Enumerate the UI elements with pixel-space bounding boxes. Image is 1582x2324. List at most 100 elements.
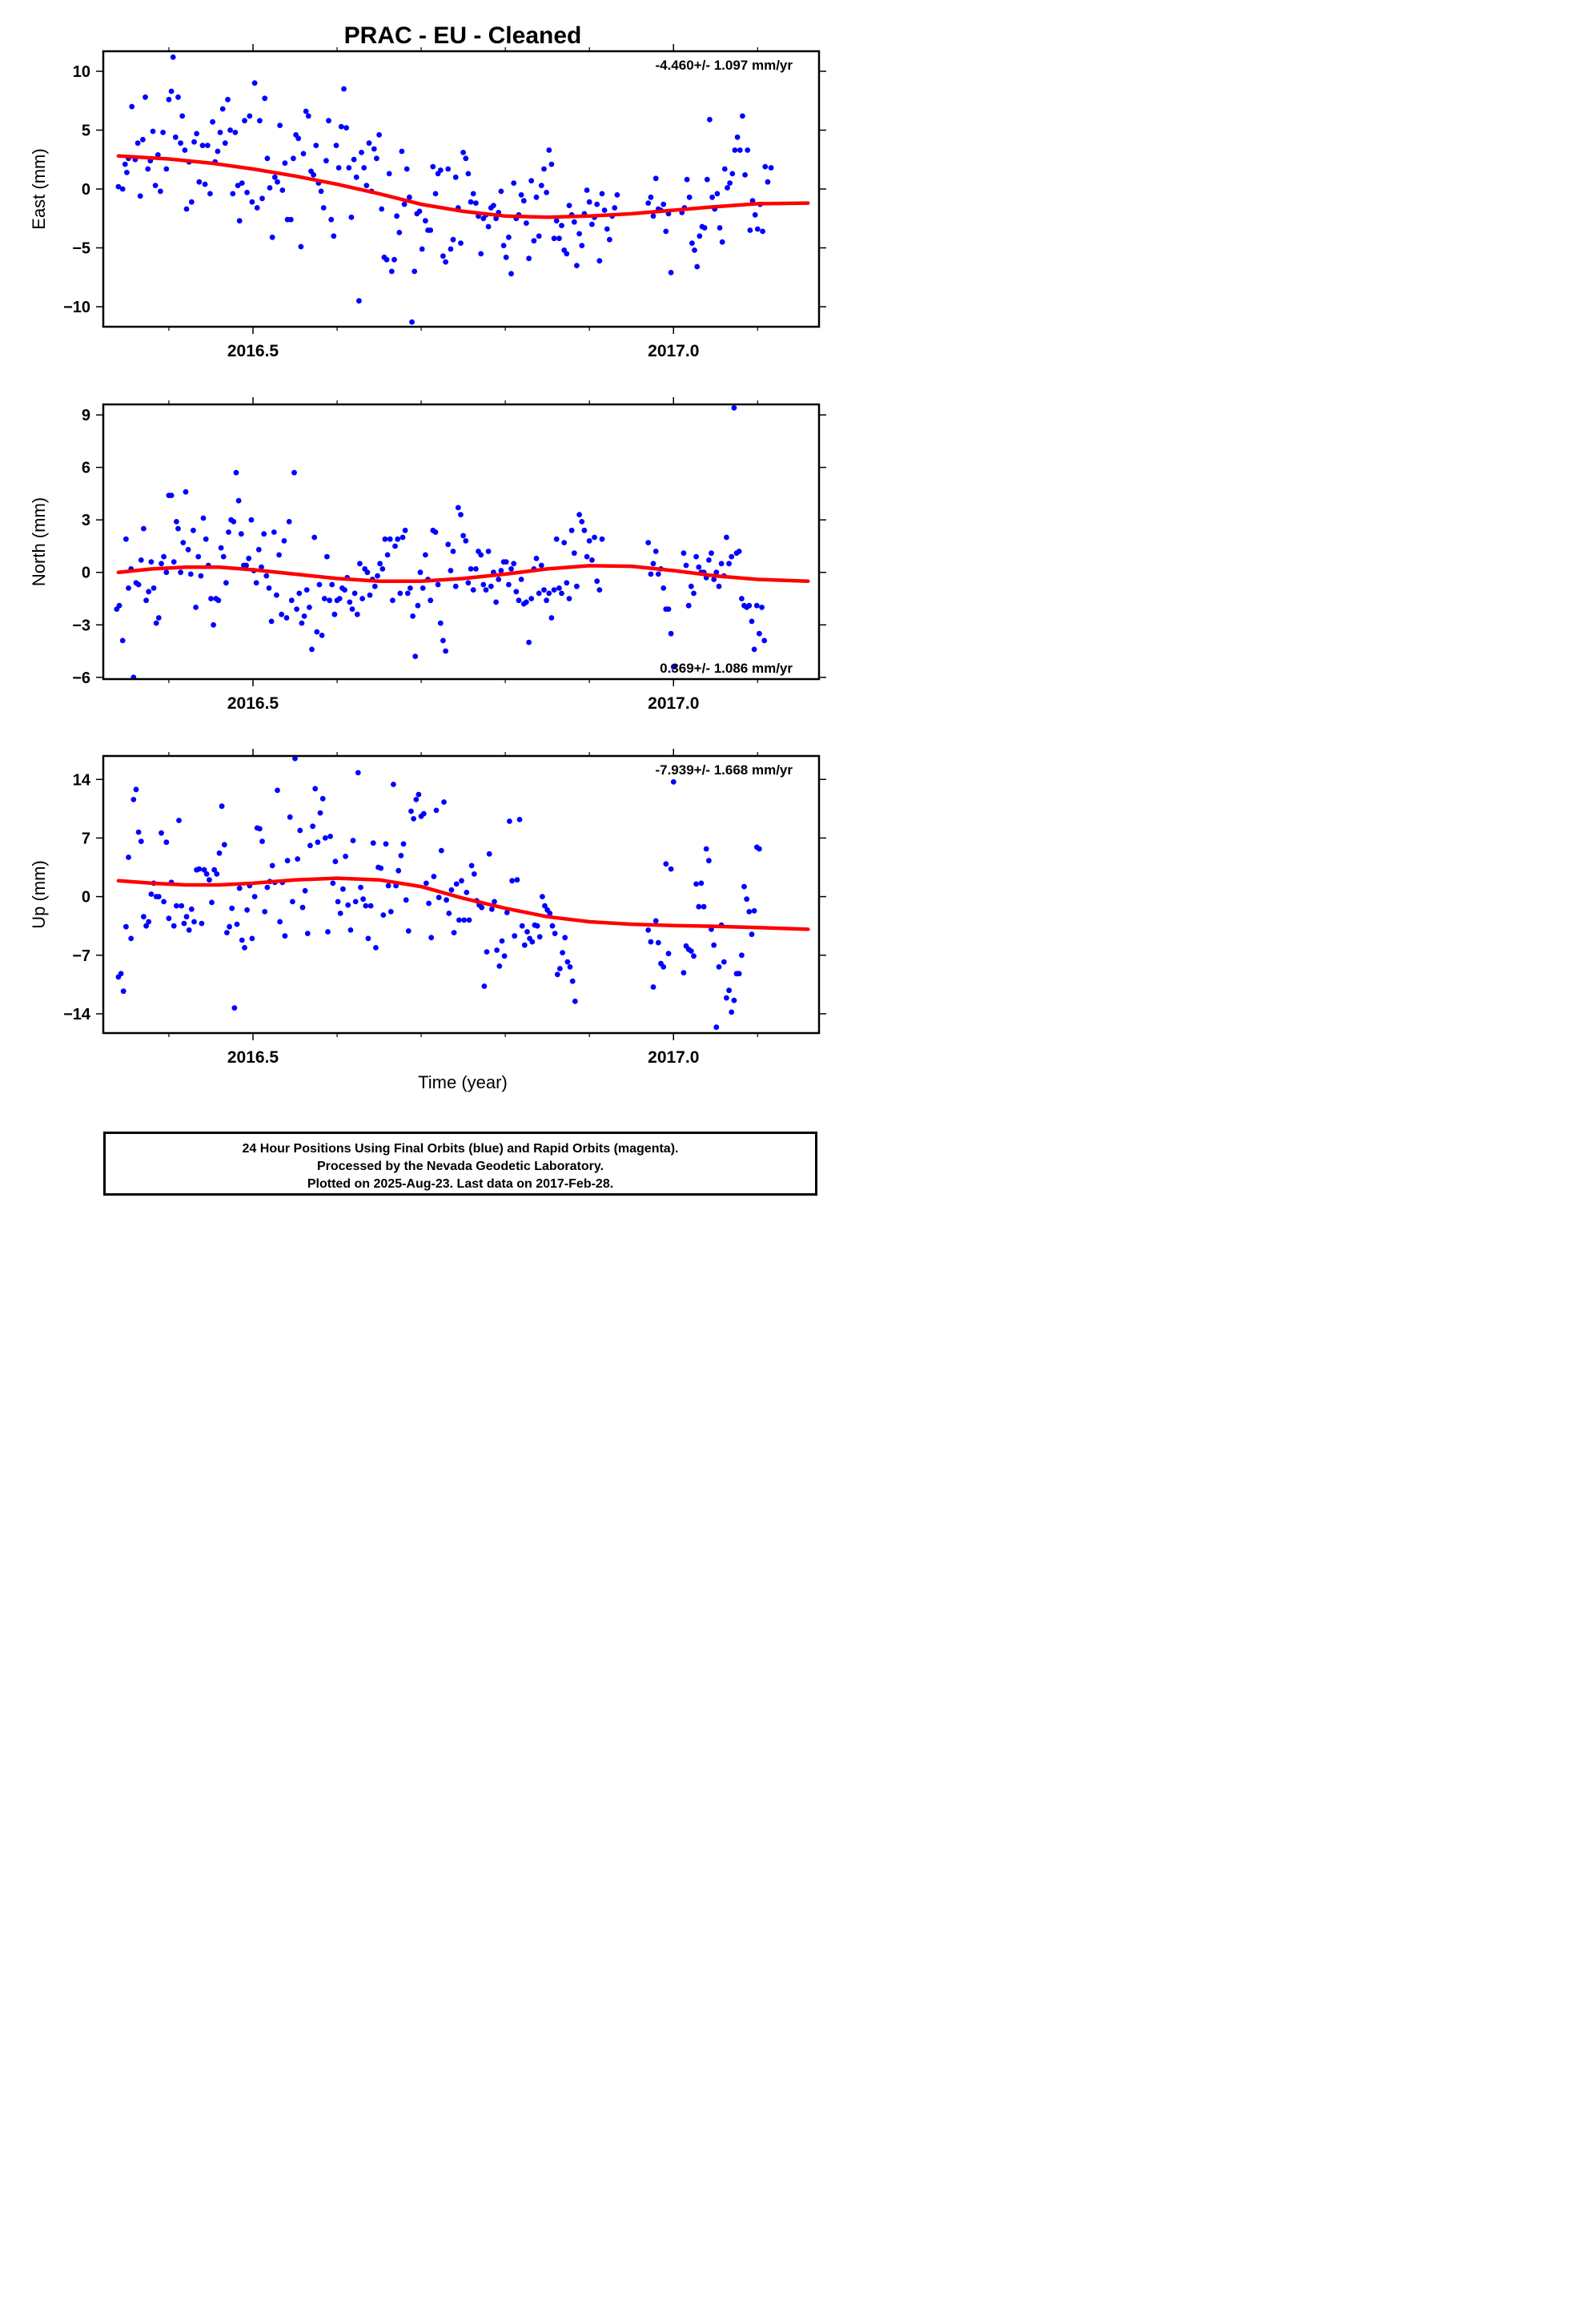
east-data-point bbox=[351, 156, 357, 163]
north-data-point bbox=[354, 611, 360, 617]
up-data-point bbox=[284, 858, 291, 864]
north-data-point bbox=[465, 580, 472, 586]
up-data-point bbox=[347, 927, 354, 933]
up-data-point bbox=[360, 896, 366, 903]
north-data-point bbox=[288, 597, 295, 604]
north-data-point bbox=[387, 536, 393, 542]
north-data-point bbox=[187, 571, 194, 577]
footer-line-3: Plotted on 2025-Aug-23. Last data on 201… bbox=[307, 1177, 614, 1191]
east-data-point bbox=[742, 172, 748, 178]
north-data-point bbox=[709, 550, 714, 557]
north-data-point bbox=[226, 529, 231, 535]
up-data-point bbox=[214, 871, 220, 877]
up-data-point bbox=[713, 1024, 720, 1031]
up-data-point bbox=[648, 939, 654, 945]
north-data-point bbox=[696, 564, 702, 570]
up-data-point bbox=[383, 841, 389, 847]
east-data-point bbox=[553, 218, 560, 224]
east-data-point bbox=[305, 113, 311, 119]
north-data-point bbox=[220, 553, 227, 560]
east-data-point bbox=[242, 118, 247, 124]
north-data-point bbox=[183, 489, 189, 495]
up-data-point bbox=[155, 894, 162, 899]
east-data-point bbox=[536, 233, 542, 239]
north-data-point bbox=[480, 581, 487, 588]
east-data-point bbox=[404, 166, 410, 172]
east-data-point bbox=[541, 166, 547, 172]
east-data-point bbox=[465, 171, 472, 177]
up-data-point bbox=[209, 899, 215, 906]
north-data-point bbox=[448, 568, 454, 573]
up-data-point bbox=[196, 866, 203, 872]
up-data-point bbox=[188, 906, 195, 912]
north-data-point bbox=[311, 534, 318, 541]
north-data-point bbox=[174, 519, 179, 525]
east-data-point bbox=[219, 106, 226, 112]
up-data-point bbox=[557, 966, 563, 971]
north-data-point bbox=[443, 648, 448, 654]
north-data-point bbox=[437, 620, 444, 626]
north-data-point bbox=[463, 538, 469, 544]
east-data-point bbox=[564, 251, 570, 257]
up-data-point bbox=[310, 823, 315, 830]
up-data-point bbox=[448, 887, 455, 893]
north-panel: −6 −3 0 3 6 9 2016.5 2017.0 North (mm) 0.369+/- 1… bbox=[29, 397, 826, 713]
east-data-point bbox=[571, 219, 577, 225]
east-data-point bbox=[175, 94, 181, 100]
east-data-point bbox=[262, 95, 268, 102]
up-data-point bbox=[751, 908, 757, 914]
east-data-point bbox=[468, 199, 474, 205]
up-data-point bbox=[716, 964, 722, 970]
east-data-point bbox=[160, 130, 167, 135]
east-data-point bbox=[348, 214, 355, 220]
north-data-point bbox=[473, 566, 479, 572]
east-data-point bbox=[719, 239, 725, 245]
north-data-point bbox=[161, 553, 167, 560]
north-data-point bbox=[141, 525, 147, 532]
up-y-axis-label: Up (mm) bbox=[29, 860, 49, 929]
north-data-point bbox=[283, 615, 290, 621]
east-data-point bbox=[473, 200, 479, 206]
east-data-point bbox=[551, 235, 557, 242]
up-data-point bbox=[488, 906, 495, 912]
east-data-point bbox=[518, 192, 524, 198]
east-data-point bbox=[503, 254, 509, 260]
north-data-point bbox=[518, 577, 524, 582]
up-data-point bbox=[317, 810, 323, 816]
north-data-point bbox=[458, 512, 464, 517]
east-data-point bbox=[346, 165, 352, 171]
up-data-point bbox=[466, 917, 472, 923]
up-data-point bbox=[216, 850, 223, 856]
up-data-point bbox=[736, 971, 742, 977]
up-data-point bbox=[554, 971, 560, 978]
east-data-point bbox=[235, 183, 241, 189]
up-data-point bbox=[251, 894, 258, 899]
north-data-point bbox=[397, 590, 404, 597]
up-data-point bbox=[123, 923, 129, 930]
north-data-point bbox=[749, 618, 755, 625]
north-data-point bbox=[299, 620, 305, 626]
east-data-point bbox=[423, 218, 428, 224]
up-data-point bbox=[391, 782, 396, 787]
up-data-point bbox=[703, 846, 709, 852]
north-data-point bbox=[126, 585, 131, 591]
north-data-point bbox=[195, 553, 202, 560]
east-data-point bbox=[179, 113, 186, 119]
east-data-point bbox=[191, 139, 197, 145]
east-data-point bbox=[526, 255, 532, 262]
up-data-point bbox=[221, 842, 227, 848]
north-data-point bbox=[116, 602, 122, 609]
east-data-point bbox=[531, 238, 537, 244]
north-data-point bbox=[731, 405, 737, 411]
east-data-point bbox=[320, 205, 327, 211]
up-data-point bbox=[345, 902, 351, 908]
up-data-point bbox=[199, 920, 205, 927]
north-data-point bbox=[119, 637, 126, 644]
up-data-point bbox=[731, 997, 737, 1003]
east-data-point bbox=[508, 271, 514, 277]
footer-caption-box: 24 Hour Positions Using Final Orbits (bl… bbox=[103, 1132, 817, 1196]
up-data-point bbox=[128, 935, 135, 942]
up-data-point bbox=[536, 934, 543, 940]
east-data-point bbox=[396, 230, 403, 235]
east-data-point bbox=[338, 123, 344, 130]
